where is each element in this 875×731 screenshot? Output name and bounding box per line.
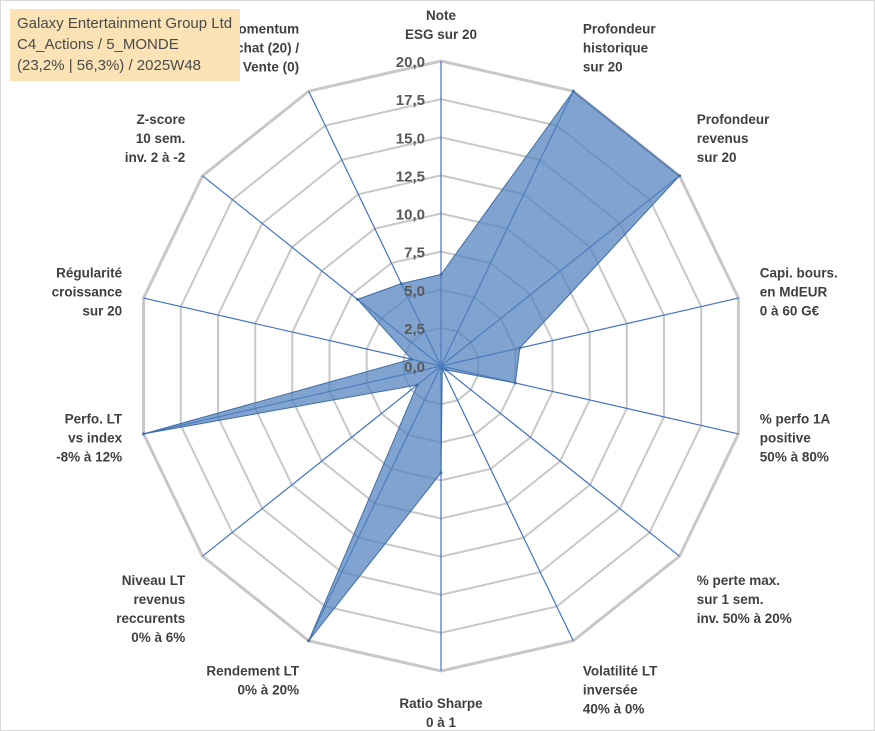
data-point-0 xyxy=(439,273,443,276)
data-point-11 xyxy=(409,357,413,361)
axis-label-1: Profondeur historique sur 20 xyxy=(583,21,656,74)
tick-label-0: 0,0 xyxy=(404,359,425,376)
axis-label-2: Profondeur revenus sur 20 xyxy=(697,112,770,165)
axis-label-4: % perfo 1A positive 50% à 80% xyxy=(760,411,831,464)
data-point-7 xyxy=(439,471,443,475)
data-point-10 xyxy=(142,432,146,436)
tick-label-6: 15,0 xyxy=(396,130,425,147)
data-point-3 xyxy=(518,346,522,350)
tick-label-1: 2,5 xyxy=(404,321,425,338)
data-point-4 xyxy=(513,381,517,385)
chart-title-box: Galaxy Entertainment Group Ltd C4_Action… xyxy=(10,9,241,81)
data-point-9 xyxy=(415,383,419,387)
axis-label-5: % perte max. sur 1 sem. inv. 50% à 20% xyxy=(697,573,792,626)
axis-spoke-5 xyxy=(440,365,680,557)
chart-title-company: Galaxy Entertainment Group Ltd xyxy=(17,15,233,32)
axis-label-6: Volatilité LT inversée 40% à 0% xyxy=(583,664,658,717)
data-point-5 xyxy=(444,368,448,372)
tick-label-7: 17,5 xyxy=(396,92,425,109)
data-point-8 xyxy=(307,639,311,643)
chart-title-category: C4_Actions / 5_MONDE xyxy=(17,36,179,53)
data-point-1 xyxy=(571,89,575,93)
axis-label-9: Niveau LT revenus reccurents 0% à 6% xyxy=(116,573,186,645)
tick-label-5: 12,5 xyxy=(396,168,425,185)
data-point-6 xyxy=(440,367,444,371)
chart-title-stats: (23,2% | 56,3%) / 2025W48 xyxy=(17,57,201,74)
tick-label-4: 10,0 xyxy=(396,207,425,224)
data-point-13 xyxy=(399,282,403,286)
axis-label-3: Capi. bours. en MdEUR 0 à 60 G€ xyxy=(760,266,838,319)
axis-label-12: Z-score 10 sem. inv. 2 à -2 xyxy=(125,112,186,165)
axis-spoke-6 xyxy=(440,365,574,642)
axis-label-10: Perfo. LT vs index -8% à 12% xyxy=(56,411,123,464)
tick-label-3: 7,5 xyxy=(404,245,425,262)
data-point-2 xyxy=(678,174,681,178)
tick-label-8: 20,0 xyxy=(396,54,425,71)
axis-label-13: Momentum Achat (20) / Vente (0) xyxy=(226,21,299,74)
axis-spoke-9 xyxy=(202,365,442,557)
axis-label-0: Note ESG sur 20 xyxy=(405,8,477,42)
data-point-12 xyxy=(356,297,359,301)
axis-label-8: Rendement LT 0% à 20% xyxy=(206,664,300,698)
axis-spoke-11 xyxy=(143,297,442,367)
axis-label-11: Régularité croissance sur 20 xyxy=(52,266,123,319)
axis-label-7: Ratio Sharpe 0 à 1 xyxy=(399,696,483,730)
tick-label-2: 5,0 xyxy=(404,283,425,300)
